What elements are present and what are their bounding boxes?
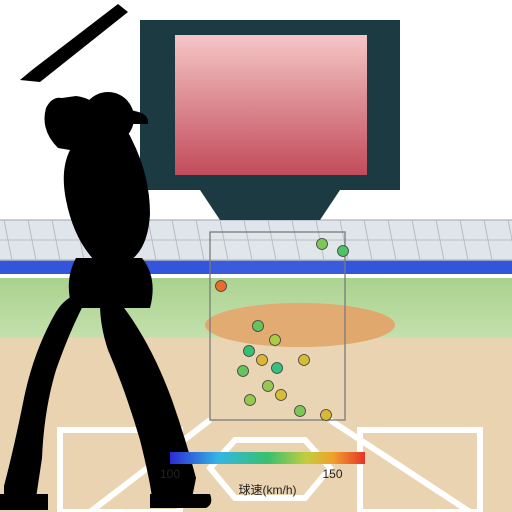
pitch-chart: 100 150 球速(km/h) bbox=[0, 0, 512, 512]
colorbar-legend: 100 150 球速(km/h) bbox=[0, 0, 512, 512]
colorbar-tick: 100 bbox=[160, 467, 180, 481]
colorbar-label: 球速(km/h) bbox=[239, 483, 297, 497]
colorbar-tick: 150 bbox=[322, 467, 342, 481]
colorbar bbox=[170, 452, 365, 464]
